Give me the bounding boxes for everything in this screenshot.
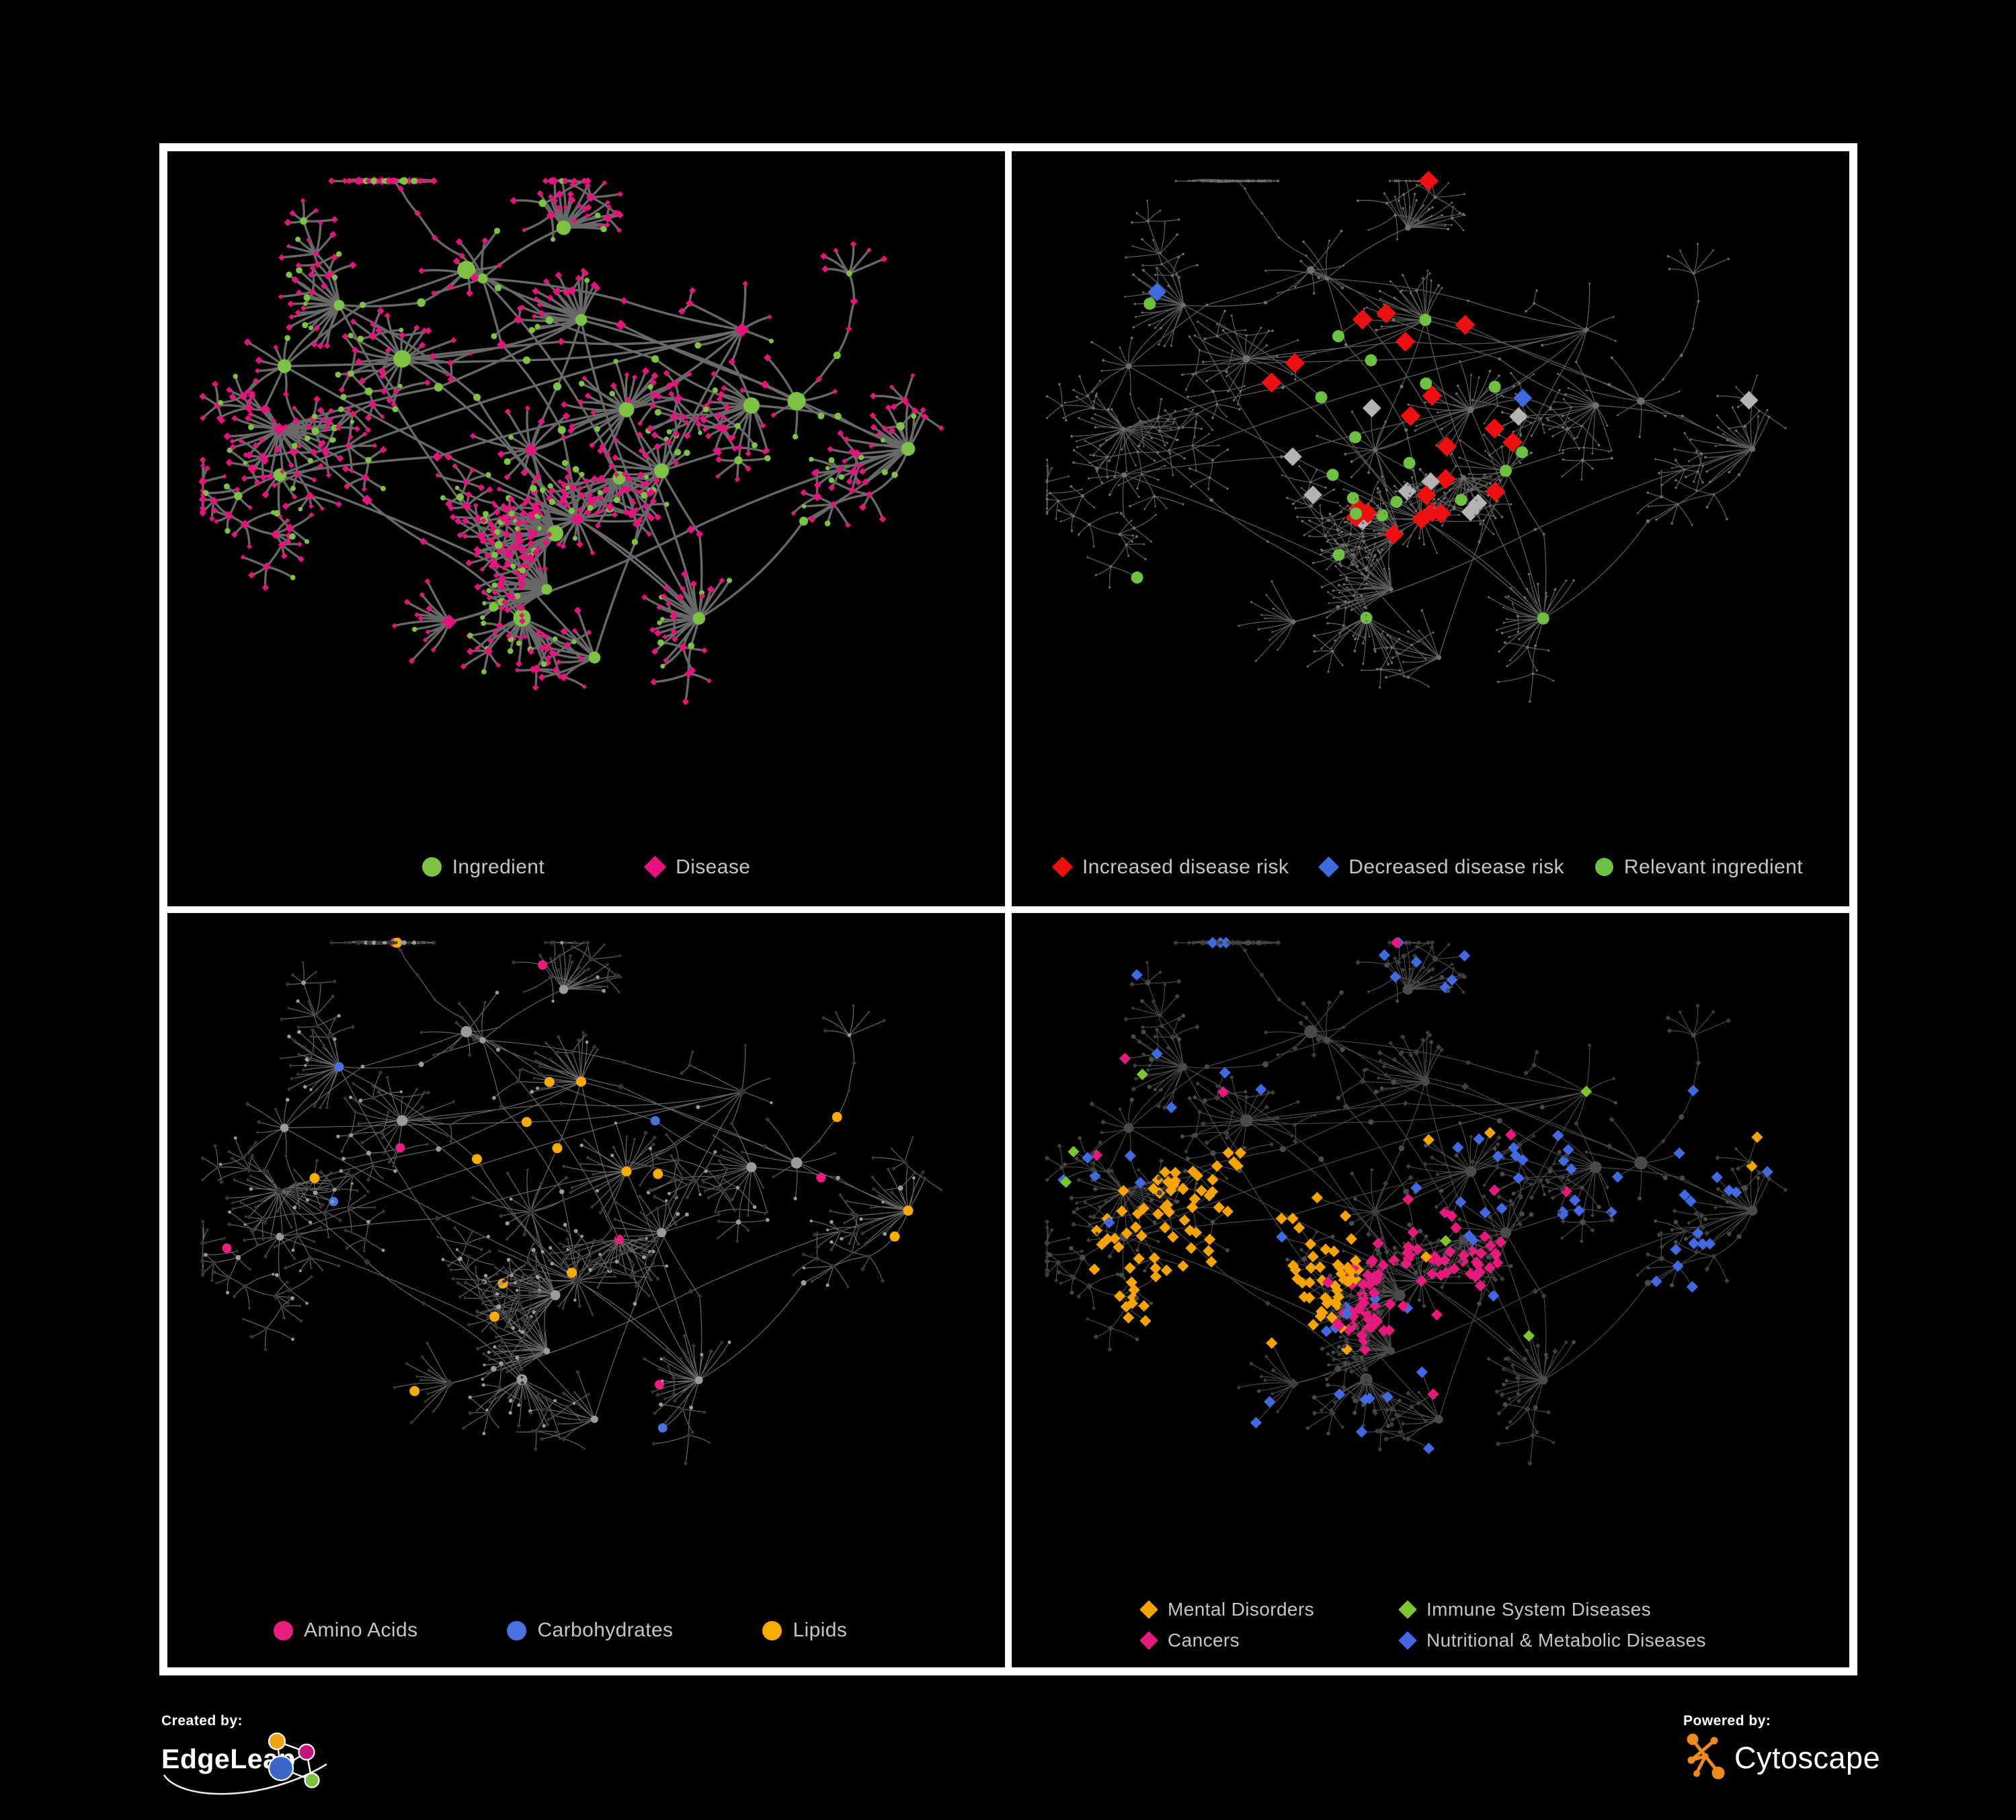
legend-label: Mental Disorders — [1168, 1599, 1315, 1620]
legend-label: Lipids — [793, 1619, 848, 1641]
legend-item-lipids: Lipids — [762, 1616, 847, 1645]
legend-label: Relevant ingredient — [1623, 855, 1803, 878]
edges-layer — [201, 178, 942, 703]
legend-item-cancers: Cancers — [1139, 1626, 1400, 1655]
legend-diamond-marker — [1398, 1600, 1417, 1619]
legend-diamond-marker — [1051, 856, 1074, 878]
legend-item-mental-disorders: Mental Disorders — [1139, 1595, 1400, 1624]
edgeleap-node-blue — [268, 1755, 294, 1782]
panel-grid: Ingredient Disease Increased disease risk… — [159, 143, 1857, 1675]
network-disease-classes[interactable] — [1012, 913, 1849, 1668]
network-ingredient-disease[interactable] — [167, 151, 1005, 906]
edges-layer — [1046, 179, 1786, 703]
nodes-layer[interactable] — [200, 937, 943, 1466]
legend-circle-marker — [507, 1620, 527, 1640]
legend-item-ingredient: Ingredient — [421, 853, 545, 882]
nodes-layer[interactable] — [1044, 937, 1788, 1466]
legend-circle-marker — [762, 1620, 782, 1640]
legend-item-decreased-disease-risk: Decreased disease risk — [1318, 853, 1564, 882]
network-disease-risk[interactable] — [1012, 151, 1849, 906]
cytoscape-icon-nodes — [1687, 1733, 1725, 1780]
legend-label: Amino Acids — [304, 1619, 418, 1641]
legend-diamond-marker — [1139, 1600, 1158, 1619]
legend-diamond-marker — [1398, 1631, 1417, 1650]
legend-item-relevant-ingredient: Relevant ingredient — [1595, 853, 1803, 882]
network-ingredient-classes[interactable] — [167, 913, 1005, 1668]
edgeleap-logo: EdgeLeap — [161, 1732, 327, 1795]
legend-label: Ingredient — [452, 855, 545, 878]
legend-label: Increased disease risk — [1082, 855, 1289, 878]
legend-item-nutritional-metabolic-diseases: Nutritional & Metabolic Diseases — [1398, 1626, 1706, 1655]
legend-item-carbohydrates: Carbohydrates — [507, 1616, 673, 1645]
panel-disease-risk: Increased disease risk Decreased disease … — [1012, 151, 1849, 906]
legend-label: Cancers — [1168, 1630, 1240, 1651]
panel-ingredient-disease: Ingredient Disease — [167, 151, 1005, 906]
legend-circle-marker — [1595, 858, 1613, 876]
legend-diamond-marker — [1139, 1631, 1158, 1650]
nodes-layer[interactable] — [198, 176, 944, 705]
edgeleap-node-orange — [268, 1732, 286, 1751]
created-by-block: Created by: EdgeLeap — [161, 1713, 350, 1811]
legend-disease-classes: Mental Disorders Immune System Diseases Ca… — [1012, 1595, 1849, 1655]
legend-item-disease: Disease — [643, 853, 751, 882]
legend-label: Nutritional & Metabolic Diseases — [1426, 1630, 1706, 1651]
legend-diamond-marker — [1318, 856, 1340, 878]
legend-item-increased-disease-risk: Increased disease risk — [1051, 853, 1289, 882]
powered-by-block: Powered by: Cytoscape — [1683, 1713, 1905, 1782]
legend-label: Disease — [676, 855, 751, 878]
legend-label: Decreased disease risk — [1348, 855, 1564, 878]
legend-ingredient-disease: Ingredient Disease — [167, 853, 1005, 882]
cytoscape-wordmark: Cytoscape — [1734, 1741, 1880, 1775]
legend-label: Carbohydrates — [537, 1619, 674, 1641]
legend-circle-marker — [421, 857, 442, 877]
powered-by-label: Powered by: — [1683, 1713, 1771, 1729]
panel-disease-classes: Mental Disorders Immune System Diseases Ca… — [1012, 912, 1849, 1668]
legend-item-immune-system-diseases: Immune System Diseases — [1398, 1595, 1706, 1624]
nodes-layer[interactable] — [1045, 171, 1787, 703]
created-by-label: Created by: — [161, 1713, 243, 1729]
edgeleap-glyph-nodes — [268, 1732, 320, 1788]
edges-layer — [202, 940, 942, 1464]
legend-item-amino-acids: Amino Acids — [274, 1616, 417, 1645]
legend-ingredient-classes: Amino Acids Carbohydrates Lipids — [167, 1616, 1005, 1645]
edgeleap-node-green — [304, 1772, 320, 1788]
legend-circle-marker — [274, 1620, 293, 1640]
edges-layer — [1046, 940, 1786, 1464]
edgeleap-node-magenta — [298, 1743, 315, 1761]
legend-disease-risk: Increased disease risk Decreased disease … — [1012, 853, 1849, 882]
legend-label: Immune System Diseases — [1426, 1599, 1652, 1620]
legend-diamond-marker — [643, 855, 667, 879]
cytoscape-logo: Cytoscape — [1687, 1733, 1880, 1780]
panel-ingredient-classes: Amino Acids Carbohydrates Lipids — [167, 912, 1005, 1668]
